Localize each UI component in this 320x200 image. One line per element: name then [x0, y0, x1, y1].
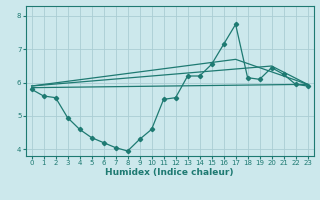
X-axis label: Humidex (Indice chaleur): Humidex (Indice chaleur) — [105, 168, 234, 177]
